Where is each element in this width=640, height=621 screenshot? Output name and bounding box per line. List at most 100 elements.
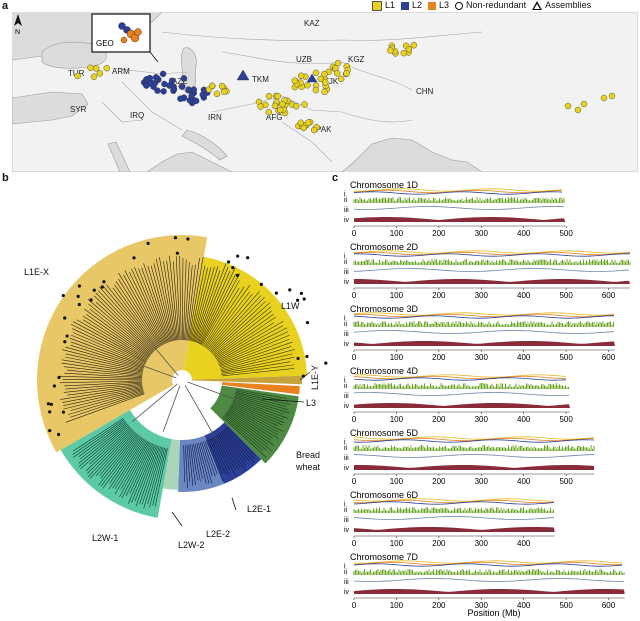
tree-branch <box>162 379 183 432</box>
tree-branch <box>204 440 218 475</box>
chromosome-title: Chromosome 3D <box>350 304 419 314</box>
tree-branch <box>200 273 241 345</box>
tree-branch <box>220 346 292 369</box>
tree-branch <box>199 442 213 484</box>
tree-tip-dot <box>305 354 309 359</box>
x-tick-label: 300 <box>475 477 489 486</box>
x-tick-label: 300 <box>475 229 489 238</box>
tree-tip-dot <box>63 340 67 344</box>
tree-branch <box>62 387 143 403</box>
sample-point <box>92 65 100 72</box>
tree-branch <box>215 435 236 470</box>
clade-sector-l1w <box>183 256 307 380</box>
tree-branch <box>146 337 183 381</box>
recombination-area <box>354 527 555 532</box>
sample-point <box>321 70 328 78</box>
sample-point <box>257 103 264 110</box>
diversity-line <box>353 516 555 520</box>
tree-branch <box>216 320 284 361</box>
x-tick-label: 100 <box>390 415 404 424</box>
country-label: IRN <box>208 113 222 122</box>
ancestry-line <box>353 561 623 566</box>
x-tick-label: 0 <box>352 601 357 610</box>
sample-point <box>400 49 408 57</box>
legend-l2: L2 <box>401 0 422 10</box>
tree-branch <box>94 295 154 353</box>
tree-branch <box>155 258 174 341</box>
tree-tip-dot <box>302 297 306 301</box>
tree-tip-dot <box>76 294 80 298</box>
map-points <box>74 42 616 134</box>
tree-branch <box>112 287 159 349</box>
tree-branch <box>70 324 147 363</box>
tree-tip-dot <box>49 402 54 406</box>
sample-point <box>305 119 312 126</box>
tree-branch <box>219 338 290 367</box>
recombination-area <box>354 279 631 284</box>
ancestry-line <box>353 253 631 257</box>
tree-branch <box>199 274 236 345</box>
tree-tip-dot <box>65 334 69 338</box>
tree-branch <box>109 437 143 484</box>
ancestry-line <box>353 436 595 440</box>
persian-gulf <box>181 129 228 161</box>
x-tick-label: 300 <box>475 539 489 548</box>
tree-branch <box>97 434 139 486</box>
legend: L1 L2 L3 Non-redundant Assemblies <box>372 0 591 11</box>
tree-branch <box>220 353 293 372</box>
tree-branch <box>235 391 291 406</box>
track-label: i <box>344 253 346 260</box>
tree-branch <box>64 356 143 373</box>
country-label: SYR <box>70 105 87 114</box>
x-tick-label: 100 <box>390 229 404 238</box>
clade-sector-l2w2 <box>162 439 180 490</box>
sample-point <box>297 119 305 126</box>
track-label: i <box>344 315 346 322</box>
tree-branch <box>131 444 156 503</box>
tree-branch <box>202 441 216 477</box>
tree-branch <box>206 440 224 482</box>
tree-tip-dot <box>61 293 65 298</box>
clade-label-l2e1: L2E-1 <box>247 504 271 514</box>
tree-branch <box>79 422 127 460</box>
tree-branch <box>166 260 178 341</box>
sample-point <box>333 70 341 77</box>
clade-sector-bread-wheat <box>210 385 299 464</box>
x-tick-label: 100 <box>390 477 404 486</box>
clade-label-l3: L3 <box>306 398 316 408</box>
ancestry-line <box>353 250 631 254</box>
track-label: i <box>344 439 346 446</box>
tree-branch <box>189 265 206 341</box>
sample-point <box>152 74 160 81</box>
country-label: CHN <box>416 87 434 96</box>
l1ey-pointer <box>299 371 311 381</box>
tree-branch <box>232 400 285 424</box>
tree-branch <box>89 308 151 356</box>
tree-tip-dot <box>46 402 51 406</box>
tree-branch <box>95 292 155 352</box>
tree-branch <box>189 444 196 486</box>
tree-tip-dot <box>146 241 150 245</box>
sample-point <box>185 86 192 93</box>
ancestry-line <box>353 315 615 319</box>
tree-branch <box>141 446 161 505</box>
tree-branch <box>87 428 133 474</box>
x-tick-label: 0 <box>352 477 357 486</box>
track-label: iii <box>344 207 349 214</box>
tree-branch <box>230 404 284 432</box>
tree-branch <box>83 315 149 359</box>
tree-branch <box>183 259 187 341</box>
x-tick-label: 300 <box>475 291 489 300</box>
tree-branch <box>192 266 215 342</box>
tree-branch <box>235 390 289 402</box>
tree-branch <box>78 424 129 467</box>
sample-point <box>405 46 413 53</box>
sample-point <box>304 82 311 89</box>
tree-branch <box>86 427 132 472</box>
sample-point <box>180 75 188 82</box>
tree-branch <box>139 446 160 505</box>
sample-point <box>213 90 221 98</box>
tree-branch <box>120 440 149 490</box>
